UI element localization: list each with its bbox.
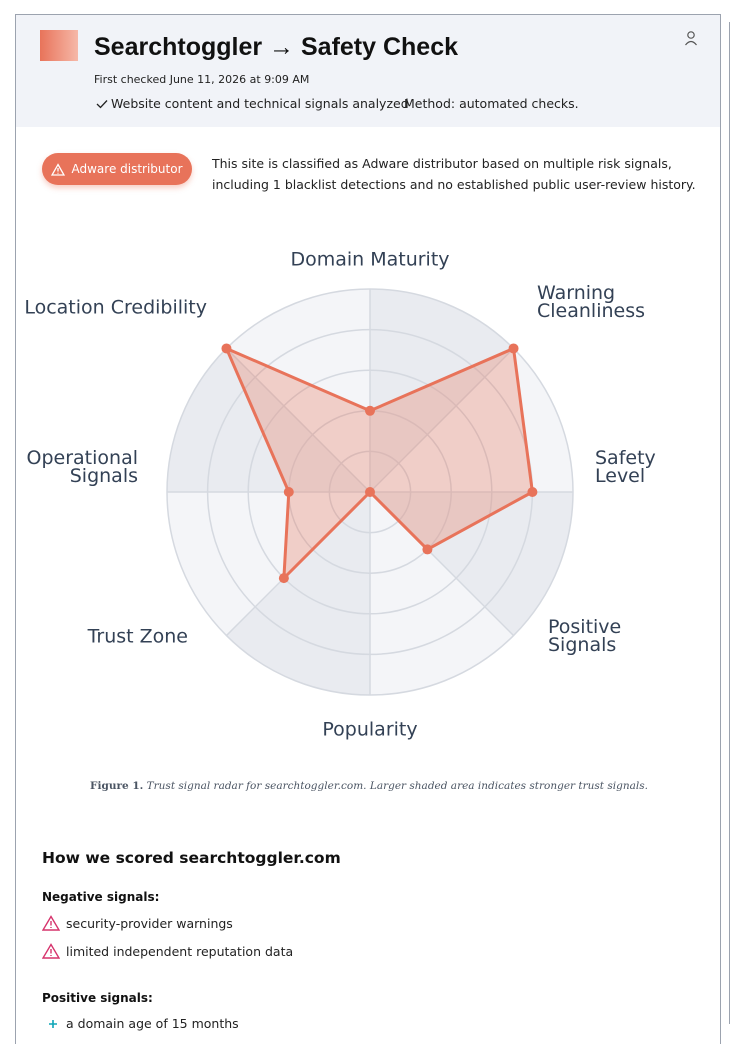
axis-label: Location Credibility [24, 297, 207, 319]
axis-label-line: Positive [548, 616, 621, 638]
axis-label: Safety Level [595, 447, 656, 487]
page-edge [729, 22, 730, 1024]
grid-sector [370, 289, 514, 492]
radar-point [221, 343, 232, 354]
axis-label-line: Safety [595, 447, 656, 469]
user-icon[interactable] [683, 30, 699, 46]
radar-point [508, 343, 519, 354]
negative-heading: Negative signals: [42, 890, 160, 904]
axis-label-line: Operational [27, 447, 138, 469]
axis-label-line: Signals [70, 465, 138, 487]
warning-icon [42, 915, 60, 931]
grid-sector [370, 348, 573, 492]
check-icon [96, 100, 108, 109]
verdict-description: This site is classified as Adware distri… [212, 156, 696, 192]
figure-caption: Figure 1. Trust signal radar for searcht… [16, 780, 720, 792]
badge-label: Adware distributor [71, 162, 183, 176]
first-checked: First checked June 11, 2026 at 9:09 AM [94, 73, 310, 86]
signal-text: limited independent reputation data [66, 943, 294, 959]
signal-item: security-provider warnings [42, 915, 233, 931]
axis-label: Operational Signals [27, 447, 138, 487]
page-title: Searchtoggler → Safety Check [94, 33, 459, 61]
logo [40, 30, 78, 61]
signal-item: limited independent reputation data [42, 943, 293, 959]
grid-sector [226, 492, 370, 695]
axis-label: Trust Zone [87, 626, 188, 648]
plus-icon [49, 1020, 57, 1028]
analysis-note: Website content and technical signals an… [111, 96, 409, 111]
positive-heading: Positive signals: [42, 991, 153, 1005]
axis-label-line: Warning [537, 282, 615, 304]
axis-label-line: Level [595, 465, 645, 487]
radar-point [365, 487, 375, 497]
scoring-heading: How we scored searchtoggler.com [42, 849, 341, 867]
radar-point [365, 405, 375, 416]
axis-label-line: Cleanliness [537, 300, 645, 322]
radar-point [527, 487, 538, 497]
axis-label: Warning Cleanliness [537, 282, 645, 322]
signal-item: a domain age of 15 months [42, 1015, 239, 1031]
signal-text: a domain age of 15 months [66, 1015, 239, 1031]
axis-label: Domain Maturity [290, 249, 449, 271]
grid-spoke [225, 347, 371, 493]
grid-sector [167, 492, 370, 636]
grid-sector [167, 348, 370, 492]
axis-label-line: Signals [548, 634, 616, 656]
grid-sector [370, 492, 573, 636]
verdict-badge: Adware distributor [42, 153, 192, 185]
warning-icon [51, 162, 66, 176]
radar-point [278, 573, 289, 584]
figure-text: Trust signal radar for searchtoggler.com… [146, 780, 648, 792]
axis-label: Popularity [322, 719, 417, 741]
warning-icon [42, 943, 60, 959]
axis-label: Positive Signals [548, 616, 621, 656]
method-note: Method: automated checks. [404, 96, 579, 111]
signal-text: security-provider warnings [66, 915, 233, 931]
radar-point [283, 487, 294, 497]
header: Searchtoggler → Safety Check First check… [16, 15, 720, 127]
grid-sector [226, 289, 370, 492]
figure-label: Figure 1. [90, 780, 144, 792]
grid-sector [370, 492, 514, 695]
grid-spoke [369, 347, 515, 493]
report-card: Searchtoggler → Safety Check First check… [15, 14, 721, 1044]
radar-point [422, 544, 433, 555]
